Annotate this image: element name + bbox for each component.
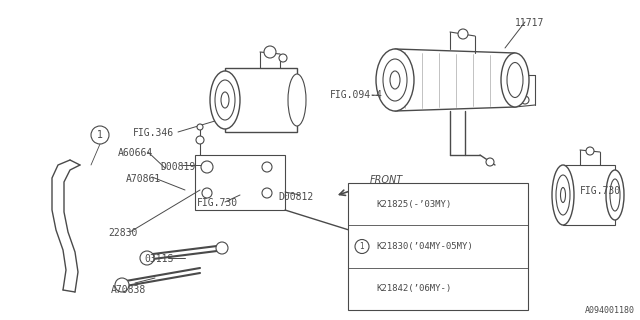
Circle shape xyxy=(216,242,228,254)
Circle shape xyxy=(115,278,129,292)
Circle shape xyxy=(486,158,494,166)
Text: 0311S: 0311S xyxy=(144,254,173,264)
Circle shape xyxy=(458,29,468,39)
Circle shape xyxy=(292,81,302,91)
Circle shape xyxy=(355,239,369,253)
Text: FIG.094-4: FIG.094-4 xyxy=(330,90,383,100)
Text: FIG.730: FIG.730 xyxy=(197,198,238,208)
Circle shape xyxy=(521,96,529,104)
Ellipse shape xyxy=(610,179,620,211)
Ellipse shape xyxy=(507,62,523,98)
Ellipse shape xyxy=(210,71,240,129)
Ellipse shape xyxy=(501,53,529,107)
Circle shape xyxy=(262,162,272,172)
Ellipse shape xyxy=(215,80,235,120)
Circle shape xyxy=(262,188,272,198)
Ellipse shape xyxy=(376,49,414,111)
Text: K21842(’06MY-): K21842(’06MY-) xyxy=(376,284,451,293)
Text: FRONT: FRONT xyxy=(370,175,403,185)
Circle shape xyxy=(196,136,204,144)
Circle shape xyxy=(220,100,224,104)
Text: D00812: D00812 xyxy=(278,192,313,202)
Text: 22830: 22830 xyxy=(108,228,138,238)
Ellipse shape xyxy=(221,92,229,108)
Circle shape xyxy=(226,96,230,100)
Text: A70861: A70861 xyxy=(126,174,161,184)
Ellipse shape xyxy=(552,165,574,225)
Circle shape xyxy=(229,98,233,102)
Circle shape xyxy=(226,100,230,104)
Circle shape xyxy=(358,228,368,238)
Text: K21830(’04MY-05MY): K21830(’04MY-05MY) xyxy=(376,242,473,251)
Text: K21825(-’03MY): K21825(-’03MY) xyxy=(376,200,451,209)
Circle shape xyxy=(220,96,224,100)
Text: 1: 1 xyxy=(360,242,364,251)
Bar xyxy=(348,183,528,310)
Circle shape xyxy=(292,109,302,119)
Circle shape xyxy=(202,188,212,198)
Bar xyxy=(563,165,615,225)
Text: 11717: 11717 xyxy=(515,18,545,28)
Circle shape xyxy=(201,161,213,173)
Ellipse shape xyxy=(606,170,624,220)
Ellipse shape xyxy=(561,188,566,203)
Ellipse shape xyxy=(390,71,400,89)
Circle shape xyxy=(279,54,287,62)
Text: D00819: D00819 xyxy=(160,162,195,172)
Text: 1: 1 xyxy=(97,130,103,140)
Bar xyxy=(225,68,297,132)
Circle shape xyxy=(91,126,109,144)
Text: FIG.346: FIG.346 xyxy=(133,128,174,138)
Ellipse shape xyxy=(383,59,407,101)
Text: A60664: A60664 xyxy=(118,148,153,158)
Text: A094001180: A094001180 xyxy=(585,306,635,315)
Text: FIG.730: FIG.730 xyxy=(580,186,621,196)
Text: A70838: A70838 xyxy=(111,285,147,295)
Circle shape xyxy=(410,235,420,245)
Bar xyxy=(195,155,285,210)
Ellipse shape xyxy=(288,74,306,126)
Ellipse shape xyxy=(556,175,570,215)
Circle shape xyxy=(140,251,154,265)
Circle shape xyxy=(586,147,594,155)
Circle shape xyxy=(197,124,203,130)
Circle shape xyxy=(217,98,221,102)
Circle shape xyxy=(264,46,276,58)
